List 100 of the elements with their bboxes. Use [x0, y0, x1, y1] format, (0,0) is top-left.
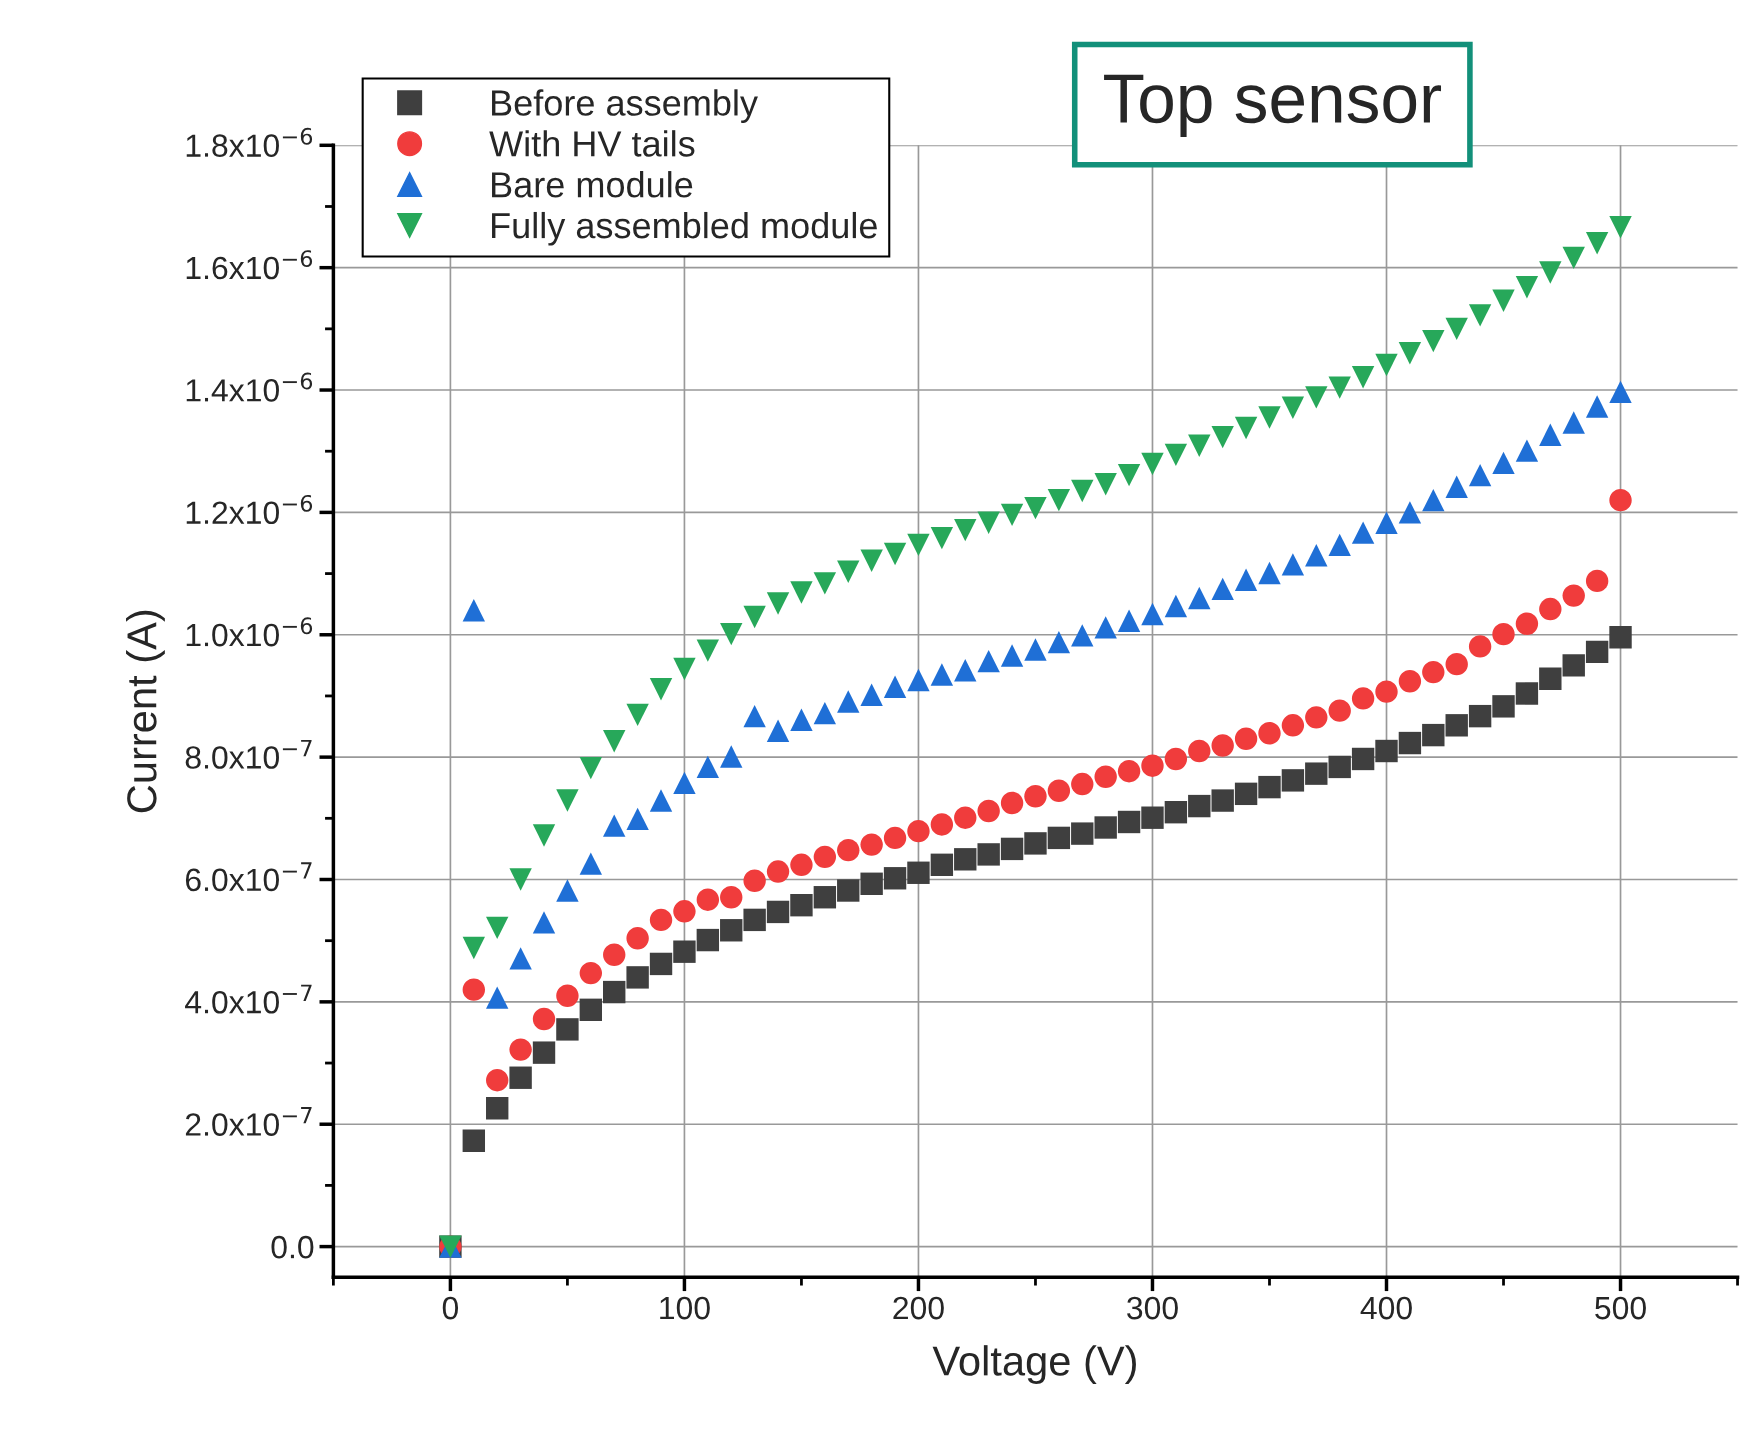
point	[556, 1018, 579, 1041]
point	[1117, 609, 1141, 632]
point	[1305, 762, 1328, 785]
point	[1024, 638, 1047, 661]
point	[813, 886, 837, 909]
point	[743, 704, 766, 728]
point	[883, 542, 907, 566]
point	[1539, 423, 1562, 446]
point	[1445, 475, 1468, 498]
point	[860, 549, 883, 572]
point	[1000, 837, 1024, 861]
point	[626, 703, 649, 727]
point	[532, 1007, 556, 1031]
point	[1281, 553, 1305, 576]
point	[883, 867, 907, 890]
point	[720, 745, 743, 768]
point	[486, 916, 509, 940]
point	[766, 900, 790, 924]
y-tick-label: 8.0x10$^{−7}$	[185, 739, 312, 769]
point	[930, 526, 954, 550]
point	[837, 879, 860, 902]
point	[626, 807, 649, 831]
x-tick-label: 200	[893, 1296, 944, 1320]
point	[883, 826, 907, 850]
point	[1305, 386, 1328, 409]
y-tick-label: 1.0x10$^{−6}$	[186, 617, 313, 647]
point	[626, 927, 649, 950]
x-tick-label: 0	[442, 1296, 459, 1320]
point	[462, 599, 486, 622]
point	[673, 900, 696, 923]
point	[1164, 443, 1188, 467]
point	[720, 886, 743, 909]
point	[1305, 706, 1328, 729]
point	[1328, 533, 1351, 557]
y-tick-label: 1.2x10$^{−6}$	[186, 494, 313, 525]
point	[673, 940, 696, 963]
point	[1539, 261, 1562, 284]
point	[626, 966, 649, 989]
point	[1094, 816, 1117, 839]
point	[907, 819, 930, 843]
point	[1000, 791, 1024, 815]
point	[579, 961, 603, 985]
point	[1492, 289, 1515, 312]
point	[1071, 822, 1094, 845]
point	[743, 869, 766, 892]
point	[1398, 501, 1422, 524]
point	[649, 952, 673, 976]
point	[977, 511, 1000, 534]
point	[1188, 794, 1211, 818]
point	[977, 843, 1000, 866]
point	[1024, 832, 1047, 855]
point	[1468, 304, 1492, 327]
point	[1281, 396, 1305, 419]
y-tick-label: 1.6x10$^{−6}$	[186, 250, 313, 280]
point	[486, 986, 509, 1009]
point	[1562, 411, 1585, 434]
point	[462, 978, 486, 1001]
point	[1515, 682, 1539, 705]
point	[1164, 594, 1188, 618]
point	[1445, 317, 1468, 341]
y-tick-label: 6.0x10$^{−7}$	[185, 862, 312, 892]
point	[1492, 695, 1515, 718]
point	[1047, 630, 1071, 654]
point	[813, 845, 837, 869]
point	[1117, 760, 1141, 783]
point	[1351, 521, 1375, 544]
point	[743, 908, 766, 932]
point	[1094, 616, 1117, 639]
point	[1211, 789, 1234, 812]
point	[977, 799, 1000, 823]
point	[1468, 704, 1492, 728]
point	[532, 911, 556, 934]
point	[462, 1129, 486, 1152]
point	[954, 659, 977, 682]
point	[579, 998, 603, 1022]
point	[556, 984, 579, 1007]
legend-label: Before assembly	[492, 89, 758, 123]
point	[1375, 739, 1398, 763]
point	[1234, 727, 1258, 750]
point	[954, 848, 977, 871]
point	[977, 649, 1000, 673]
legend-label: Bare module	[492, 171, 693, 198]
point	[1141, 602, 1164, 626]
point	[1585, 232, 1609, 255]
y-tick-label: 4.0x10$^{−7}$	[185, 984, 312, 1014]
point	[813, 701, 837, 725]
point	[1071, 624, 1094, 647]
point	[649, 678, 673, 701]
point	[1585, 569, 1609, 593]
point	[462, 936, 486, 960]
point	[1305, 544, 1328, 567]
point	[743, 605, 766, 629]
point	[1422, 329, 1445, 353]
point	[1468, 463, 1492, 487]
x-axis-title: Voltage (V)	[932, 1345, 1136, 1384]
point	[556, 789, 579, 812]
point	[1047, 826, 1071, 850]
point	[1234, 568, 1258, 591]
point	[1398, 342, 1422, 365]
point	[556, 879, 579, 902]
